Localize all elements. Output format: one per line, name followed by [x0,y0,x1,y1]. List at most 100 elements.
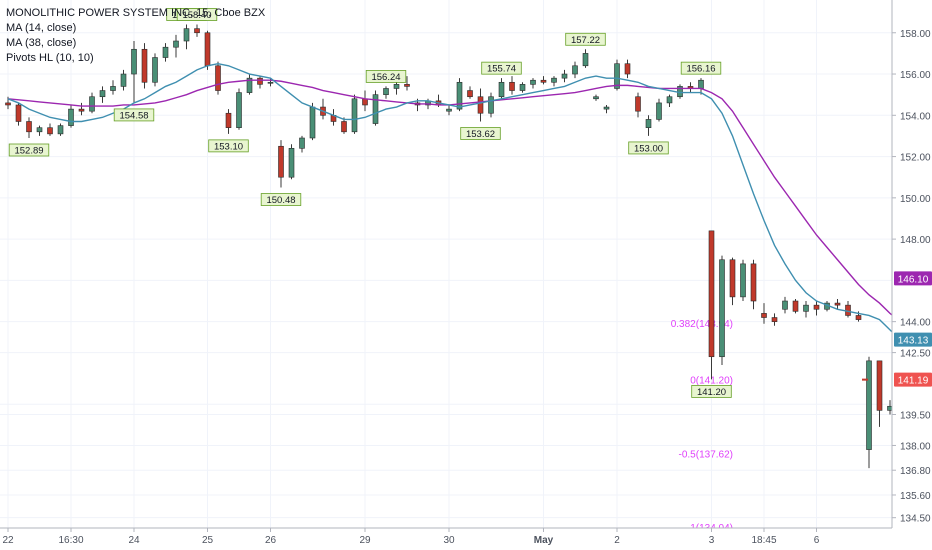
candle-body [309,106,316,139]
time-tick-label: 22 [2,535,14,546]
candle-body [834,302,841,306]
candle-body [278,145,284,178]
candle-body [47,127,53,135]
pivot-label: 157.22 [565,32,606,46]
candle-body [257,77,263,85]
candle-body [561,73,568,79]
price-tick-label: 158.00 [900,29,931,40]
candle-body [236,92,242,128]
candle-body [572,65,578,75]
candle-body [645,119,652,128]
candle-body [383,88,389,95]
pivot-value: 152.89 [14,146,43,157]
pivot-label: 153.62 [460,127,501,140]
time-tick-label: 18:45 [751,535,776,546]
price-axis[interactable]: 134.50 135.60 136.80 138.00 139.50 142.50 144.… [891,0,932,550]
candlestick-series [5,24,904,469]
candle-body [15,104,22,122]
pivot-label: 155.74 [481,61,522,75]
price-tag-label: 146.10 [898,274,929,285]
price-tick-label: 138.00 [900,441,931,452]
pivot-box [481,61,522,75]
pivot-box [628,141,669,155]
price-tag [894,332,932,347]
candle-body [446,108,452,112]
pivot-box [208,139,249,153]
candle-body [351,98,358,133]
pivot-box [460,127,501,140]
fib-level-label: -0.5(137.62) [679,449,733,460]
price-tag [894,372,932,387]
time-tick-label: 25 [202,535,214,546]
candle-body [467,90,473,98]
time-tick-label: 3 [709,535,715,546]
candle-body [656,102,662,120]
price-tick-label: 150.00 [900,194,931,205]
legend-pivots[interactable]: Pivots HL (10, 10) [6,52,94,64]
candle-body [299,137,305,149]
candle-body [866,360,872,450]
candle-body [267,81,274,84]
pivot-value: 155.74 [487,64,516,75]
pivot-value: 153.00 [634,143,663,154]
candle-body [194,28,200,34]
candle-body [719,259,725,358]
candle-body [362,98,368,106]
legend-ma38[interactable]: MA (38, close) [6,37,77,49]
candle-body [404,84,410,87]
pivot-label: 153.00 [628,141,669,155]
candle-body [89,96,95,112]
candle-body [162,46,169,58]
candle-body [288,148,295,178]
candle-body [729,259,736,298]
candle-body [36,127,43,133]
candle-body [78,108,85,112]
pivot-box [365,70,407,83]
price-tick-label: 139.50 [900,411,931,422]
candle-body [341,121,347,133]
candle-body [551,77,557,83]
pivot-box [565,32,606,46]
candle-body [876,360,883,411]
candle-body [803,304,809,312]
price-tick-label: 134.50 [900,514,931,525]
ma14-line [7,63,901,341]
candle-body [477,96,484,114]
candle-body [498,81,505,98]
pivot-value: 156.24 [371,72,400,83]
pivot-label: 158.40 [176,8,218,21]
pivot-label: 156.24 [365,70,407,83]
candle-body [509,81,515,91]
candle-body [57,125,64,135]
candle-body [698,79,704,89]
pivot-label: 153.10 [208,139,249,153]
pivot-value: 154.58 [119,110,148,121]
candle-body [152,57,158,83]
time-tick-label: 6 [814,535,820,546]
pivot-value: 156.16 [686,64,715,75]
time-axis[interactable]: 22 16:30 24 25 26 29 30 May 2 3 18:45 6 [0,527,932,550]
ma38-line [7,79,901,323]
pivot-box [8,143,50,157]
pivot-value: 157.22 [571,35,600,46]
candle-body [456,81,463,110]
pivot-box [260,193,302,206]
time-axis-bg [0,528,932,550]
time-tick-label: 29 [359,535,371,546]
pivot-value: 141.20 [697,387,726,398]
candle-body [393,84,400,89]
legend-ma14[interactable]: MA (14, close) [6,22,77,34]
candle-body [635,96,641,112]
time-tick-label: 16:30 [58,535,83,546]
candle-body [761,313,767,318]
price-tick-label: 135.60 [900,491,931,502]
time-tick-label: 2 [614,535,620,546]
pivot-label: 152.89 [8,143,50,157]
pivot-label: 150.48 [260,193,302,206]
candle-body [141,48,148,83]
price-tag-label: 141.19 [898,376,929,387]
candle-body [813,304,820,310]
candle-body [708,230,715,358]
pivot-value: 153.10 [214,141,243,152]
